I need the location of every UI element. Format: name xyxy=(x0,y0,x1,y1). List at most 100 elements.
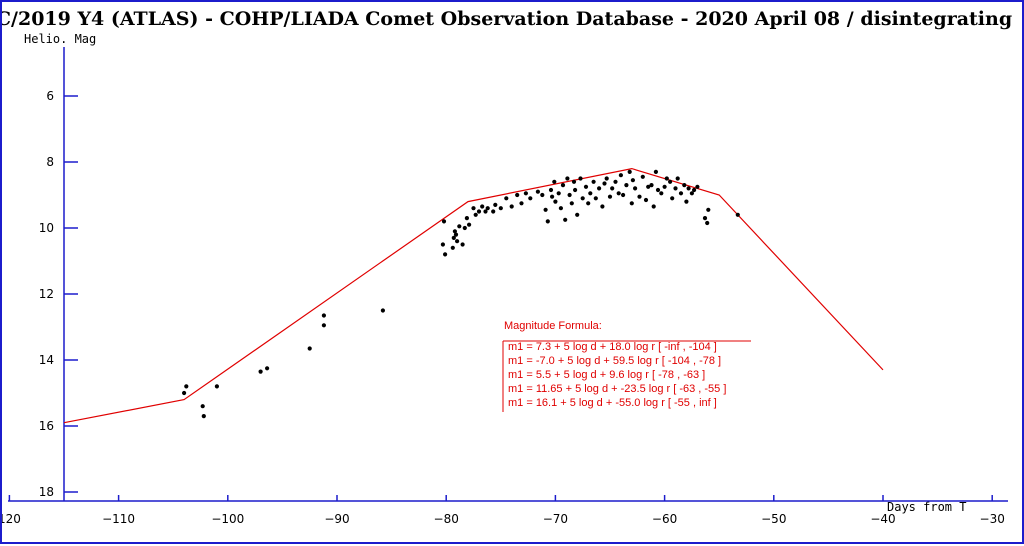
observation-point xyxy=(629,201,634,206)
observation-point xyxy=(573,187,578,193)
observation-point xyxy=(462,225,467,231)
observation-point xyxy=(476,209,482,214)
observation-point xyxy=(630,178,636,183)
observation-point xyxy=(535,189,541,194)
axes: 120 −110 −100 −90 −80 −70 −60 −50 −40 −30 6 8 10 12 14… xyxy=(2,47,1008,526)
formula-line-4: m1 = 11.65 + 5 log d + -23.5 log r [ -63… xyxy=(508,383,726,395)
observation-point xyxy=(607,194,613,199)
observation-point xyxy=(653,169,659,174)
observation-point xyxy=(307,346,312,351)
observation-point xyxy=(604,176,609,181)
observation-point xyxy=(659,191,664,196)
observation-point xyxy=(480,204,485,209)
y-tick-label: 14 xyxy=(39,353,54,367)
observation-point xyxy=(613,179,618,184)
observation-point xyxy=(182,390,187,396)
observation-point xyxy=(258,369,263,374)
observation-point xyxy=(464,216,469,221)
y-tick-label: 18 xyxy=(39,485,54,499)
observation-point xyxy=(467,222,472,227)
observation-point xyxy=(580,196,585,201)
observation-point xyxy=(706,207,711,212)
observation-point xyxy=(578,176,583,181)
observation-point xyxy=(702,216,708,221)
y-tick-label: 10 xyxy=(39,221,54,235)
observation-point xyxy=(460,242,465,247)
observation-point xyxy=(673,186,678,191)
observation-point xyxy=(550,194,555,199)
observation-point xyxy=(560,183,566,188)
x-tick-label: −50 xyxy=(761,512,786,526)
observation-point xyxy=(201,414,206,419)
observation-point xyxy=(593,196,598,201)
observation-point xyxy=(695,184,700,189)
observation-point xyxy=(689,191,695,196)
observation-point xyxy=(523,191,529,196)
observation-point xyxy=(678,191,684,196)
observation-point xyxy=(491,209,496,214)
observation-point xyxy=(662,184,667,189)
observation-point xyxy=(655,187,661,193)
observation-point xyxy=(528,196,533,201)
observation-point xyxy=(553,199,558,204)
observation-point xyxy=(214,384,219,389)
observation-point xyxy=(616,191,621,196)
x-tick-label: −90 xyxy=(324,512,349,526)
observation-point xyxy=(200,404,205,409)
observation-point xyxy=(637,194,642,199)
observation-point xyxy=(545,219,550,224)
observation-point xyxy=(455,239,460,244)
x-tick-label: −60 xyxy=(652,512,677,526)
observation-point xyxy=(600,204,605,209)
observation-point xyxy=(668,179,673,184)
observation-point xyxy=(633,186,638,191)
formula-line-5: m1 = 16.1 + 5 log d + -55.0 log r [ -55 … xyxy=(508,397,717,409)
observation-point xyxy=(443,252,448,257)
observation-point xyxy=(457,224,462,229)
observation-point xyxy=(588,191,593,196)
observation-point xyxy=(565,176,570,181)
observation-point xyxy=(575,212,580,217)
observation-point xyxy=(515,192,520,198)
x-tick-label: −80 xyxy=(434,512,459,526)
observation-point xyxy=(184,384,189,389)
observation-point xyxy=(646,184,651,189)
observation-point xyxy=(649,183,654,188)
x-tick-label: −100 xyxy=(211,512,244,526)
x-axis-label: Days from T xyxy=(887,500,966,514)
observation-point xyxy=(621,192,626,198)
observation-point xyxy=(735,212,740,217)
x-tick-label: −70 xyxy=(543,512,568,526)
observation-point xyxy=(452,229,457,234)
observation-point xyxy=(321,323,326,328)
y-tick-label: 12 xyxy=(39,287,54,301)
observation-point xyxy=(618,173,624,178)
observation-point xyxy=(591,179,596,184)
y-tick-label: 16 xyxy=(39,419,54,433)
observation-point xyxy=(583,184,589,189)
observation-point xyxy=(493,202,498,207)
x-tick-label: 120 xyxy=(2,512,21,526)
observation-point xyxy=(485,206,490,211)
y-tick-label: 8 xyxy=(46,155,54,169)
observation-point xyxy=(552,179,557,184)
observation-point xyxy=(664,176,669,181)
chart-title: C/2019 Y4 (ATLAS) - COHP/LIADA Comet Obs… xyxy=(2,8,1012,30)
observation-point xyxy=(321,313,326,318)
observation-point xyxy=(627,169,632,174)
observation-point xyxy=(543,207,548,212)
observation-point xyxy=(471,206,476,211)
observation-point xyxy=(473,212,478,217)
magnitude-formula-box: Magnitude Formula: m1 = 7.3 + 5 log d + … xyxy=(502,320,751,412)
formula-line-2: m1 = -7.0 + 5 log d + 59.5 log r [ -104 … xyxy=(508,355,721,367)
x-tick-label: −40 xyxy=(870,512,895,526)
observation-point xyxy=(380,308,385,313)
y-tick-label: 6 xyxy=(46,89,54,103)
observation-point xyxy=(483,209,488,214)
observation-point xyxy=(265,366,270,371)
observation-point xyxy=(571,179,577,184)
observation-point xyxy=(597,186,602,191)
observation-point xyxy=(567,192,572,198)
